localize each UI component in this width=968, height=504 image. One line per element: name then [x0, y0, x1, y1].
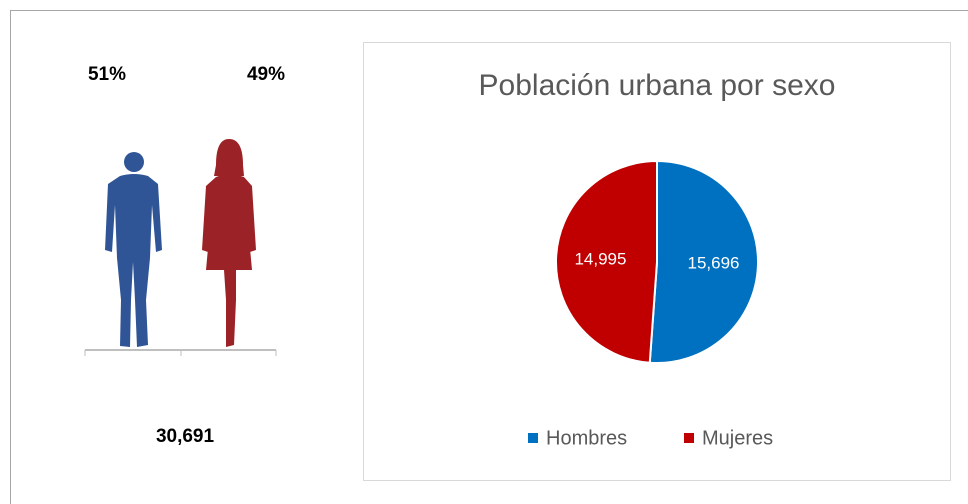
legend-swatch — [684, 433, 694, 443]
pie-slice — [648, 159, 759, 364]
men-percentage: 51% — [88, 64, 126, 85]
legend-swatch — [528, 433, 538, 443]
pie-slice — [555, 159, 658, 364]
woman-figure — [202, 139, 256, 347]
man-figure — [105, 152, 162, 347]
chart-title: Población urbana por sexo — [479, 69, 836, 102]
data-label: 15,696 — [688, 254, 740, 273]
data-label: 14,995 — [574, 249, 626, 268]
legend-label: Mujeres — [702, 427, 773, 449]
total: 30,691 — [156, 426, 215, 447]
legend-label: Hombres — [546, 427, 627, 449]
women-percentage: 49% — [247, 64, 285, 85]
